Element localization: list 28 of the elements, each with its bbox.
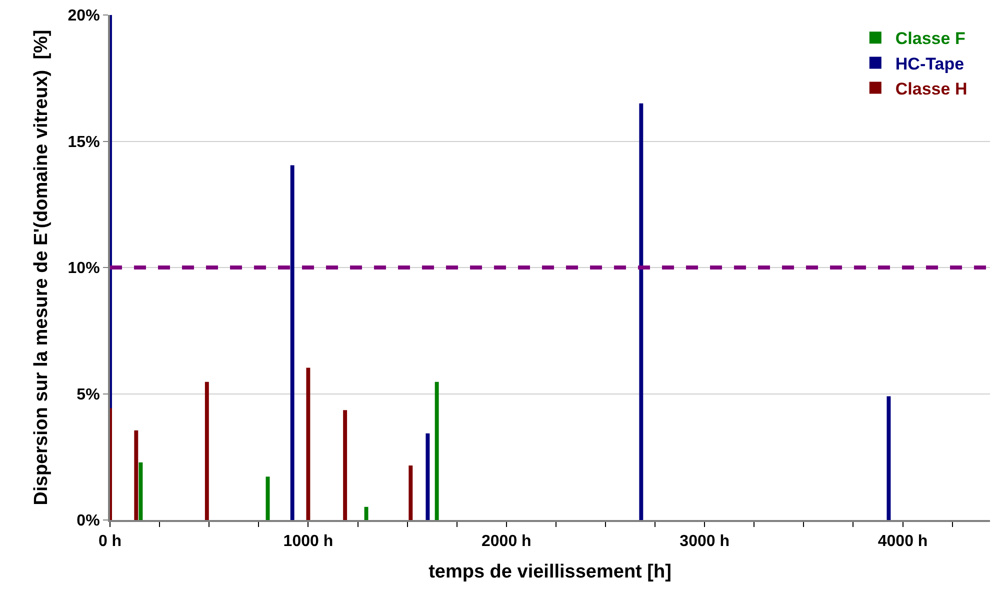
y-tick-label: 15% [68, 134, 100, 151]
y-tick-label: 10% [68, 260, 100, 278]
x-tick-label: 0 h [98, 533, 122, 550]
legend-label: HC-Tape [895, 54, 964, 74]
bar [134, 430, 138, 520]
bar [138, 462, 143, 520]
bar [886, 396, 891, 520]
bar [306, 368, 310, 520]
legend-label: Classe F [895, 29, 966, 48]
bar [290, 165, 294, 520]
x-axis-title: temps de vieillissement [h] [428, 562, 672, 582]
bar [639, 103, 644, 520]
y-axis-title: Dispersion sur la mesure de E'(domaine vitreux) [%] [31, 30, 52, 506]
x-tick-label: 4000 h [878, 533, 928, 550]
bar [434, 382, 439, 520]
x-tick-label: 2000 h [481, 533, 532, 550]
y-tick-label: 0% [76, 512, 100, 530]
x-tick-label: 1000 h [283, 533, 334, 550]
bar [204, 382, 209, 520]
y-tick-label: 20% [68, 8, 100, 25]
legend-label: Classe H [895, 79, 968, 98]
y-tick-label: 5% [76, 386, 100, 404]
x-tick-label: 3000 h [680, 533, 730, 550]
bar [364, 506, 368, 520]
bar [266, 476, 270, 520]
bar [408, 465, 413, 520]
bar [426, 433, 430, 520]
bar [343, 410, 348, 520]
